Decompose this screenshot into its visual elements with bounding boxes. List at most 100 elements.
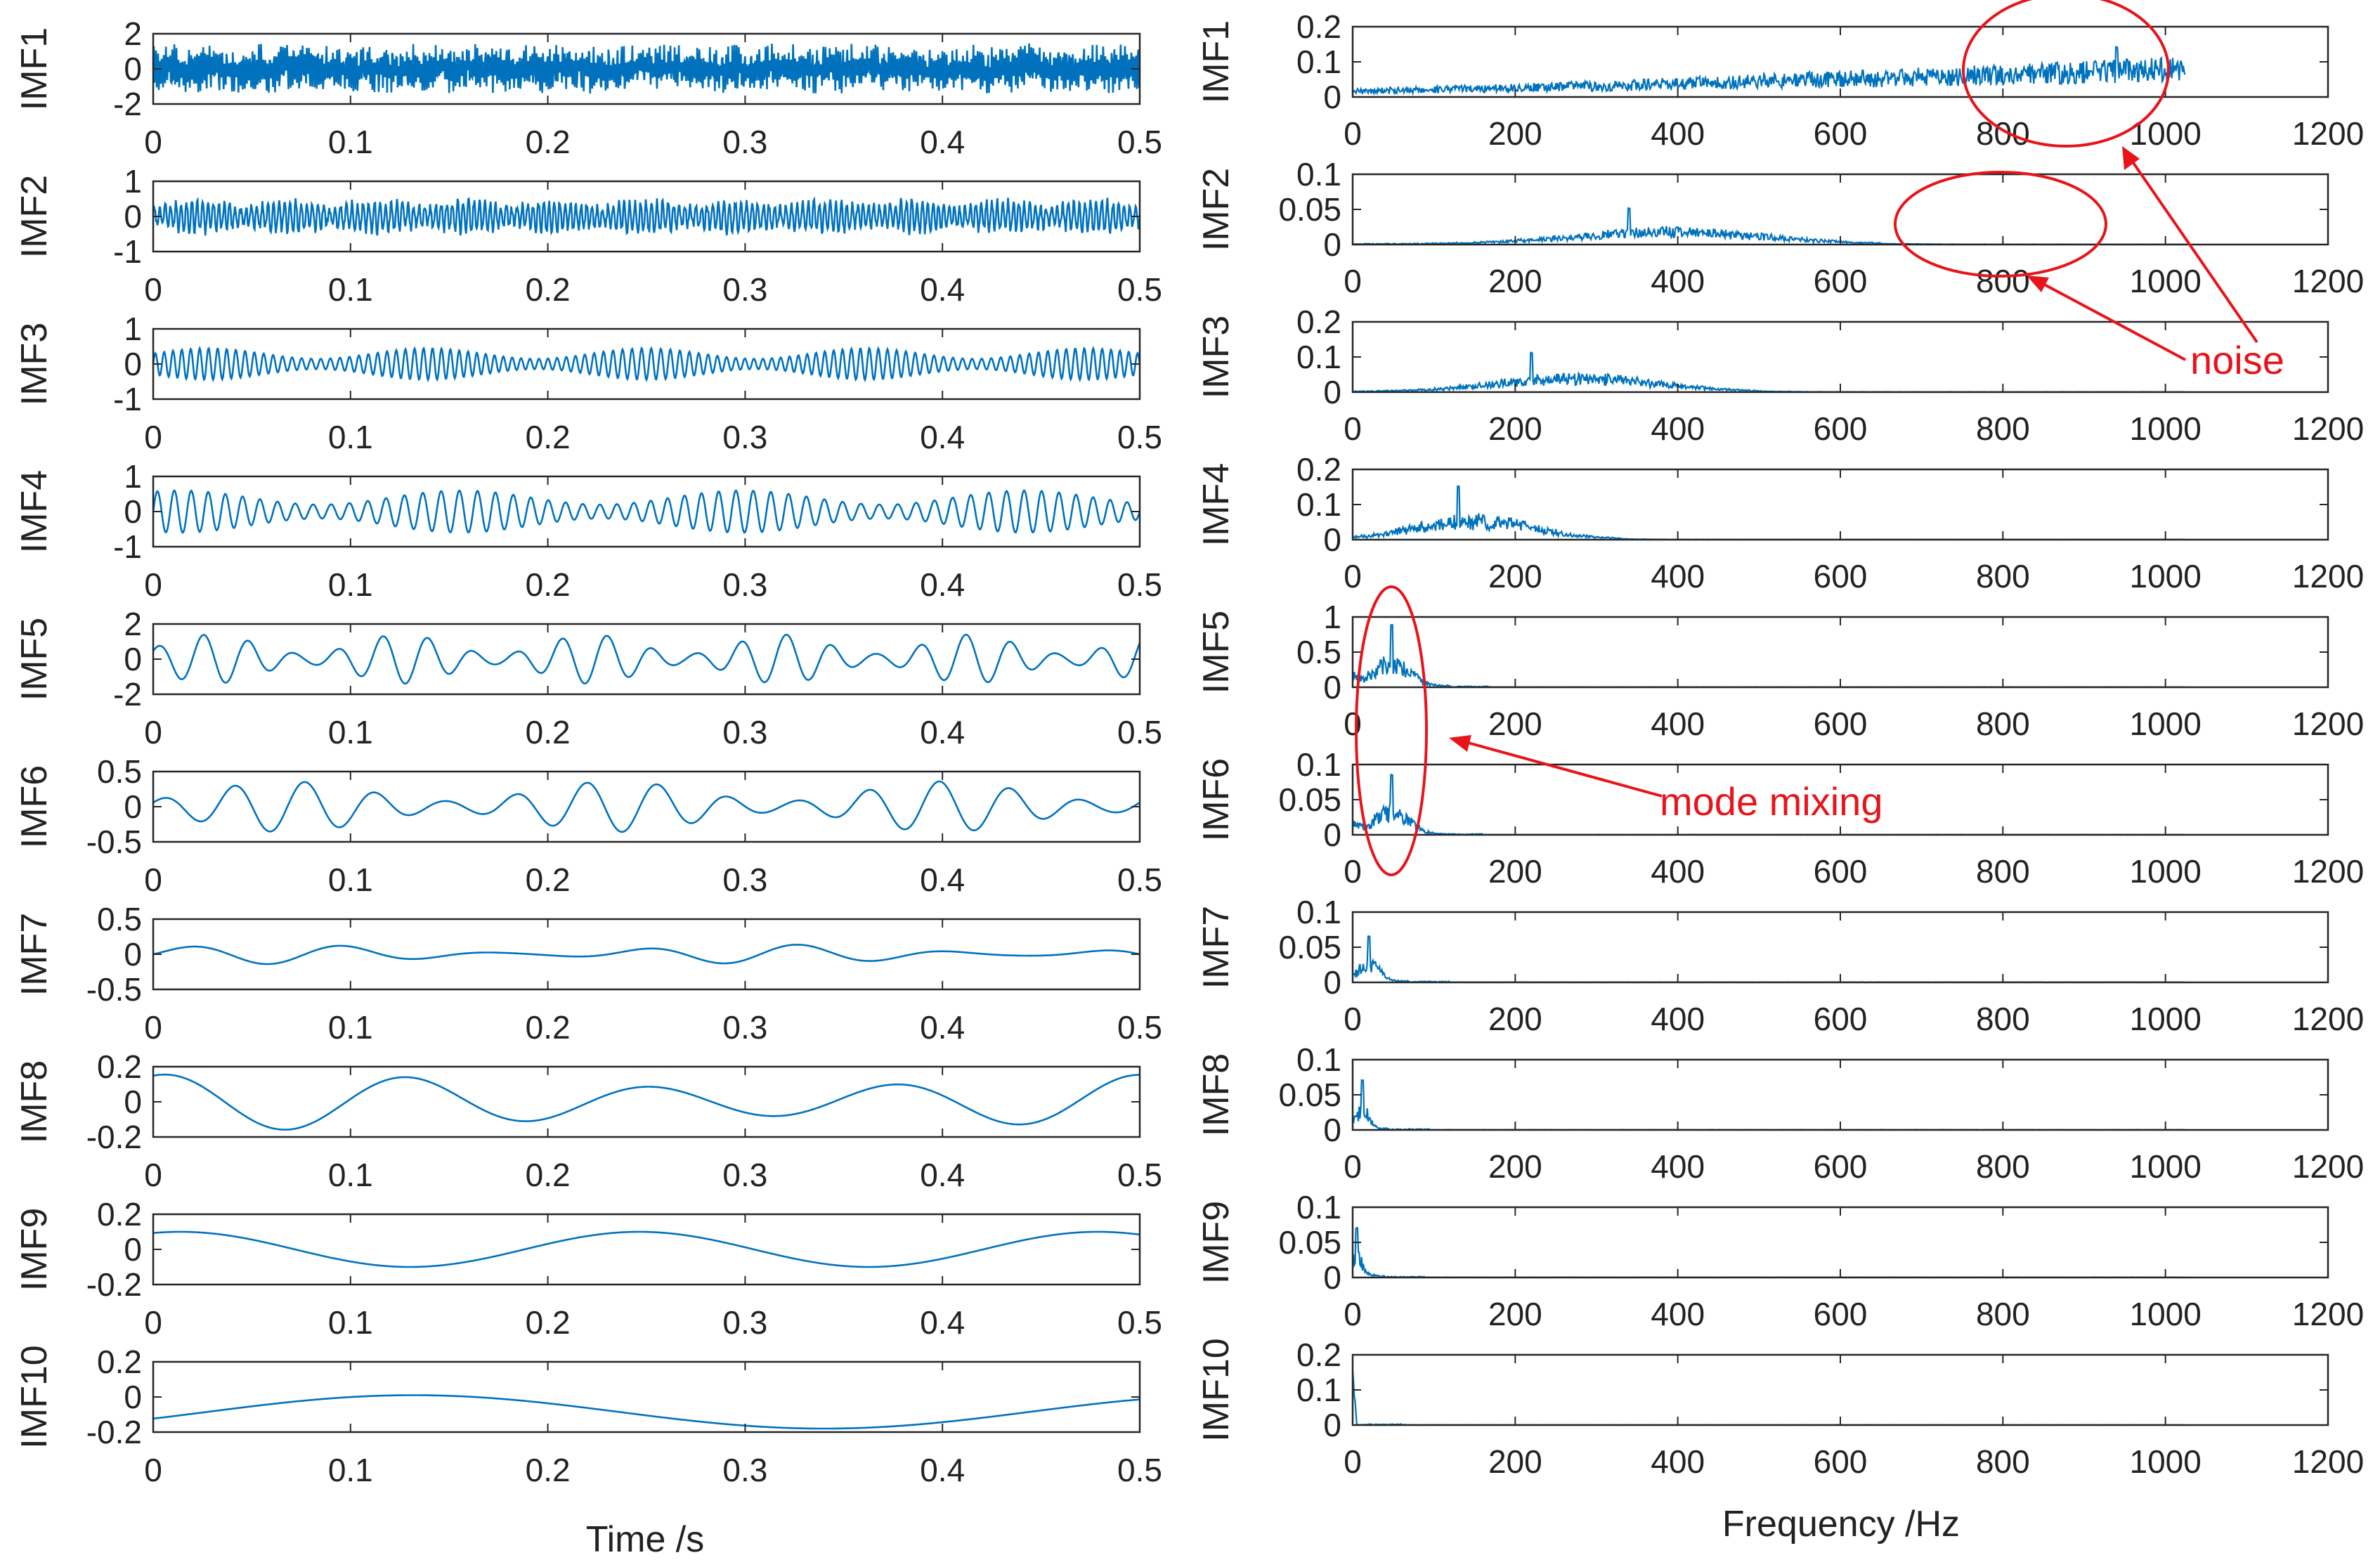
x-tick-label: 0.2	[526, 861, 571, 898]
x-tick-label: 200	[1488, 853, 1542, 890]
freq-subplot-imf6: 0 200 400 600 800 1000 1200 00.050.1 IMF6	[1196, 746, 2364, 890]
time-series-line	[152, 633, 1141, 685]
y-tick-label: -0.2	[86, 1414, 142, 1450]
time-series-line	[152, 780, 1140, 833]
y-tick-label: 1	[124, 458, 142, 495]
y-tick-label: 0	[124, 51, 142, 87]
y-tick-label: 0	[124, 788, 142, 825]
y-tick-label: 2	[124, 606, 142, 642]
x-tick-label: 1000	[2129, 853, 2201, 890]
x-tick-label: 0.2	[526, 1009, 571, 1046]
x-tick-label: 0.1	[328, 124, 373, 160]
y-tick-label: 0.5	[97, 753, 142, 790]
spectrum-line	[1352, 351, 2185, 394]
x-tick-label: 0.5	[1117, 124, 1162, 160]
axes-box	[1351, 1058, 2329, 1131]
x-tick-label: 1200	[2292, 558, 2364, 594]
x-tick-label: 0.4	[920, 124, 965, 160]
x-tick-label: 0.4	[920, 861, 965, 898]
x-tick-label: 600	[1814, 853, 1868, 890]
x-tick-label: 600	[1814, 410, 1868, 447]
y-tick-label: -1	[113, 528, 142, 565]
x-tick-label: 400	[1651, 706, 1705, 742]
x-tick-label: 1000	[2129, 706, 2201, 742]
x-tick-label: 800	[1976, 558, 2030, 594]
y-tick-label: -2	[113, 86, 142, 122]
x-tick-label: 0.3	[722, 1157, 767, 1193]
mode-mixing-ellipse	[1355, 585, 1428, 876]
y-tick-label: 0	[124, 1231, 142, 1268]
axes-box	[1351, 1206, 2329, 1279]
y-tick-label: 0.5	[97, 901, 142, 937]
freq-subplot-imf2: 0 200 400 600 800 1000 1200 00.050.1 IMF2	[1196, 156, 2364, 299]
x-tick-label: 600	[1814, 706, 1868, 742]
y-tick-label: 0	[124, 1379, 142, 1415]
x-tick-label: 0.3	[722, 1304, 767, 1341]
y-tick-label: 0.2	[1296, 1337, 1341, 1373]
axes-box	[152, 327, 1141, 401]
x-tick-label: 0.4	[920, 271, 965, 308]
x-tick-label: 0	[1344, 115, 1362, 152]
x-tick-label: 0.4	[920, 714, 965, 750]
x-tick-label: 0.1	[328, 861, 373, 898]
spectrum-line	[1352, 485, 2185, 541]
x-tick-label: 0.2	[526, 566, 571, 603]
y-tick-label: 0	[1323, 374, 1341, 410]
y-tick-label: 0	[124, 493, 142, 530]
y-tick-label: 0.1	[1296, 1372, 1341, 1408]
y-axis-label: IMF2	[1196, 168, 1237, 251]
time-series-line	[152, 1394, 1140, 1430]
x-tick-label: 1200	[2292, 1296, 2364, 1332]
noise-arrow-imf1-head	[2122, 146, 2140, 170]
x-tick-label: 0	[144, 124, 162, 160]
x-tick-label: 1000	[2129, 410, 2201, 447]
x-tick-label: 0.3	[722, 124, 767, 160]
x-tick-label: 0.2	[526, 271, 571, 308]
x-tick-label: 600	[1814, 1148, 1868, 1185]
y-axis-label: IMF9	[1196, 1201, 1237, 1284]
y-axis-label: IMF1	[14, 27, 55, 110]
x-tick-label: 200	[1488, 410, 1542, 447]
x-tick-label: 1200	[2292, 1443, 2364, 1480]
frequency-axis-label: Frequency /Hz	[1722, 1504, 1960, 1545]
x-tick-label: 0.5	[1117, 1157, 1162, 1193]
y-axis-label: IMF5	[14, 618, 55, 701]
x-tick-label: 200	[1488, 1148, 1542, 1185]
y-axis-label: IMF7	[14, 913, 55, 996]
x-tick-label: 0	[1344, 558, 1362, 594]
y-tick-label: 0.05	[1278, 1077, 1341, 1113]
noise-arrow-imf2	[2038, 280, 2186, 361]
x-tick-label: 0	[1344, 1443, 1362, 1480]
x-tick-label: 1200	[2292, 706, 2364, 742]
x-tick-label: 400	[1651, 1296, 1705, 1332]
x-tick-label: 600	[1814, 1001, 1868, 1037]
mode-mixing-arrow	[1462, 740, 1663, 798]
x-tick-label: 0	[1344, 263, 1362, 299]
x-tick-label: 800	[1976, 115, 2030, 152]
y-tick-label: 0	[124, 198, 142, 235]
y-tick-label: 1	[1323, 599, 1341, 635]
x-tick-label: 0.1	[328, 271, 373, 308]
annotation-layer	[1355, 0, 2258, 876]
x-tick-label: 0.4	[920, 1452, 965, 1488]
x-tick-label: 0.4	[920, 1304, 965, 1341]
x-tick-label: 400	[1651, 263, 1705, 299]
x-tick-label: 0	[1344, 1001, 1362, 1037]
x-tick-label: 0.3	[722, 566, 767, 603]
y-axis-label: IMF3	[1196, 316, 1237, 398]
x-tick-label: 0	[1344, 706, 1362, 742]
x-tick-label: 0.5	[1117, 419, 1162, 455]
time-series-line	[152, 1230, 1140, 1268]
y-tick-label: 0	[1323, 964, 1341, 1001]
time-series-line	[152, 345, 1141, 383]
x-tick-label: 400	[1651, 410, 1705, 447]
y-tick-label: -0.2	[86, 1119, 142, 1155]
